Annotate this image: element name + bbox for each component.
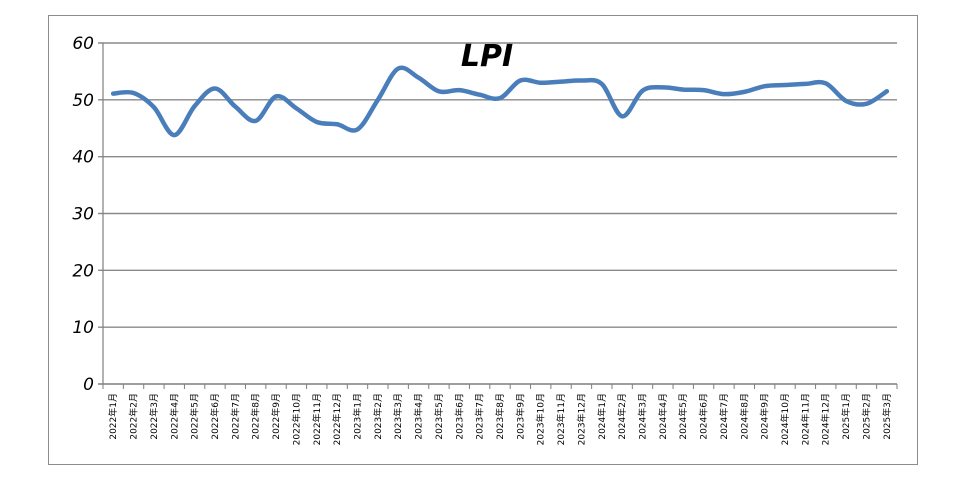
x-tick-label: 2023年12月: [575, 393, 587, 445]
data-point: [274, 94, 279, 99]
x-tick-label: 2022年1月: [107, 393, 119, 440]
data-point: [294, 106, 299, 111]
x-tick-label: 2023年6月: [453, 393, 465, 440]
data-point: [742, 89, 747, 94]
x-tick-label: 2023年3月: [392, 393, 404, 440]
x-tick-label: 2025年1月: [840, 393, 852, 440]
data-point: [864, 101, 869, 106]
data-point: [803, 81, 808, 86]
x-tick-label: 2024年10月: [779, 393, 791, 445]
data-point: [640, 88, 645, 93]
x-tick-label: 2024年5月: [677, 393, 689, 440]
data-point: [538, 80, 543, 85]
x-tick-label: 2024年8月: [738, 393, 750, 440]
data-point: [660, 85, 665, 90]
data-point: [111, 91, 116, 96]
x-tick-label: 2023年8月: [494, 393, 506, 440]
y-tick-label: 10: [72, 318, 94, 338]
data-point: [416, 75, 421, 80]
x-tick-label: 2022年8月: [250, 393, 262, 440]
data-point: [701, 88, 706, 93]
y-tick-label: 30: [72, 205, 94, 225]
data-point: [762, 84, 767, 89]
x-tick-label: 2023年7月: [474, 393, 486, 440]
x-tick-label: 2024年12月: [820, 393, 832, 445]
data-point: [620, 114, 625, 119]
x-tick-label: 2022年5月: [189, 393, 201, 440]
x-tick-label: 2023年1月: [351, 393, 363, 440]
data-point: [681, 87, 686, 92]
x-tick-label: 2024年11月: [799, 393, 811, 445]
data-point: [559, 79, 564, 84]
data-point: [844, 98, 849, 103]
data-point: [884, 89, 889, 94]
data-point: [172, 133, 177, 138]
x-tick-label: 2022年3月: [148, 393, 160, 440]
series-points: [111, 66, 889, 138]
x-tick-label: 2024年9月: [759, 393, 771, 440]
data-point: [131, 91, 136, 96]
data-point: [783, 83, 788, 88]
data-point: [314, 119, 319, 124]
y-tick-label: 0: [83, 375, 94, 395]
x-tick-label: 2024年6月: [698, 393, 710, 440]
x-tick-label: 2022年11月: [311, 393, 323, 445]
data-point: [396, 66, 401, 71]
x-tick-label: 2024年3月: [637, 393, 649, 440]
data-point: [721, 92, 726, 97]
x-axis: 2022年1月 2022年2月 2022年3月 2022年4月 2022年5月 2022年…: [102, 384, 898, 445]
x-tick-label: 2022年2月: [128, 393, 140, 440]
x-tick-label: 2024年2月: [616, 393, 628, 440]
data-point: [579, 78, 584, 83]
x-tick-label: 2023年5月: [433, 393, 445, 440]
x-tick-label: 2022年6月: [209, 393, 221, 440]
data-point: [233, 104, 238, 109]
data-point: [823, 81, 828, 86]
chart-title: LPI: [461, 39, 513, 74]
x-tick-label: 2022年12月: [331, 393, 343, 445]
x-tick-label: 2025年3月: [881, 393, 893, 440]
data-point: [253, 118, 258, 123]
x-tick-label: 2023年2月: [372, 393, 384, 440]
data-point: [335, 122, 340, 127]
data-point: [599, 81, 604, 86]
x-tick-label: 2023年10月: [535, 393, 547, 445]
x-tick-label: 2024年4月: [657, 393, 669, 440]
data-point: [212, 86, 217, 91]
x-tick-label: 2025年2月: [860, 393, 872, 440]
data-point: [375, 97, 380, 102]
x-tick-label: 2022年7月: [229, 393, 241, 440]
data-point: [436, 89, 441, 94]
data-point: [355, 127, 360, 132]
y-axis: 0 10 20 30 40 50 60: [72, 34, 104, 395]
x-tick-label: 2023年11月: [555, 393, 567, 445]
data-point: [498, 96, 502, 101]
data-point: [192, 104, 197, 109]
x-tick-label: 2023年9月: [514, 393, 526, 440]
data-point: [457, 88, 462, 93]
y-tick-label: 20: [72, 261, 94, 281]
series-line-lpi: [110, 65, 890, 138]
y-tick-label: 60: [72, 34, 94, 54]
x-tick-label: 2023年4月: [413, 393, 425, 440]
data-point: [477, 92, 482, 97]
x-tick-label: 2022年4月: [168, 393, 180, 440]
x-tick-label: 2024年7月: [718, 393, 730, 440]
gridlines: [98, 42, 897, 385]
data-point: [151, 105, 156, 110]
y-tick-label: 50: [72, 91, 94, 111]
chart-frame: [48, 15, 918, 465]
x-tick-label: 2022年10月: [290, 393, 302, 445]
x-tick-label: 2024年1月: [596, 393, 608, 440]
x-tick-label: 2022年9月: [270, 393, 282, 440]
y-tick-label: 40: [72, 148, 94, 168]
data-point: [518, 78, 523, 83]
